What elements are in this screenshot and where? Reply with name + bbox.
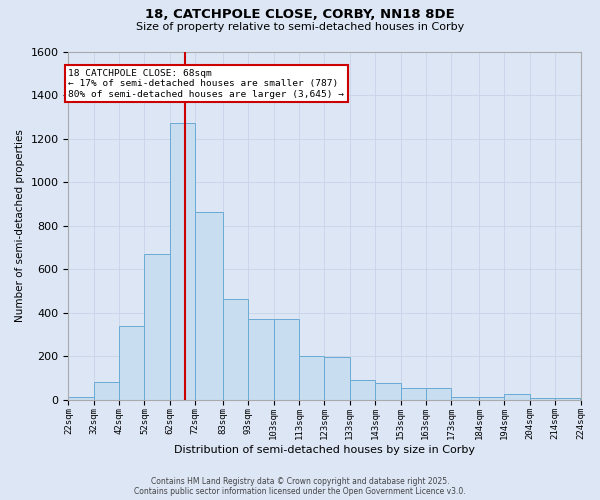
Text: 18, CATCHPOLE CLOSE, CORBY, NN18 8DE: 18, CATCHPOLE CLOSE, CORBY, NN18 8DE — [145, 8, 455, 20]
Text: 18 CATCHPOLE CLOSE: 68sqm
← 17% of semi-detached houses are smaller (787)
80% of: 18 CATCHPOLE CLOSE: 68sqm ← 17% of semi-… — [68, 69, 344, 98]
Bar — [325, 357, 350, 400]
Bar — [195, 212, 223, 400]
Bar — [299, 356, 325, 400]
Text: Contains HM Land Registry data © Crown copyright and database right 2025.
Contai: Contains HM Land Registry data © Crown c… — [134, 476, 466, 496]
Bar — [375, 383, 401, 400]
Bar — [119, 326, 145, 400]
Bar — [223, 300, 248, 400]
Text: Size of property relative to semi-detached houses in Corby: Size of property relative to semi-detach… — [136, 22, 464, 32]
Bar — [274, 319, 299, 400]
X-axis label: Distribution of semi-detached houses by size in Corby: Distribution of semi-detached houses by … — [174, 445, 475, 455]
Bar — [248, 319, 274, 400]
Bar — [505, 394, 530, 400]
Bar — [350, 380, 375, 400]
Bar — [479, 398, 505, 400]
Bar — [170, 124, 195, 400]
Y-axis label: Number of semi-detached properties: Number of semi-detached properties — [15, 129, 25, 322]
Bar — [68, 398, 94, 400]
Bar — [145, 254, 170, 400]
Bar — [401, 388, 426, 400]
Bar — [94, 382, 119, 400]
Bar — [451, 398, 479, 400]
Bar — [555, 398, 580, 400]
Bar — [426, 388, 451, 400]
Bar — [530, 398, 555, 400]
